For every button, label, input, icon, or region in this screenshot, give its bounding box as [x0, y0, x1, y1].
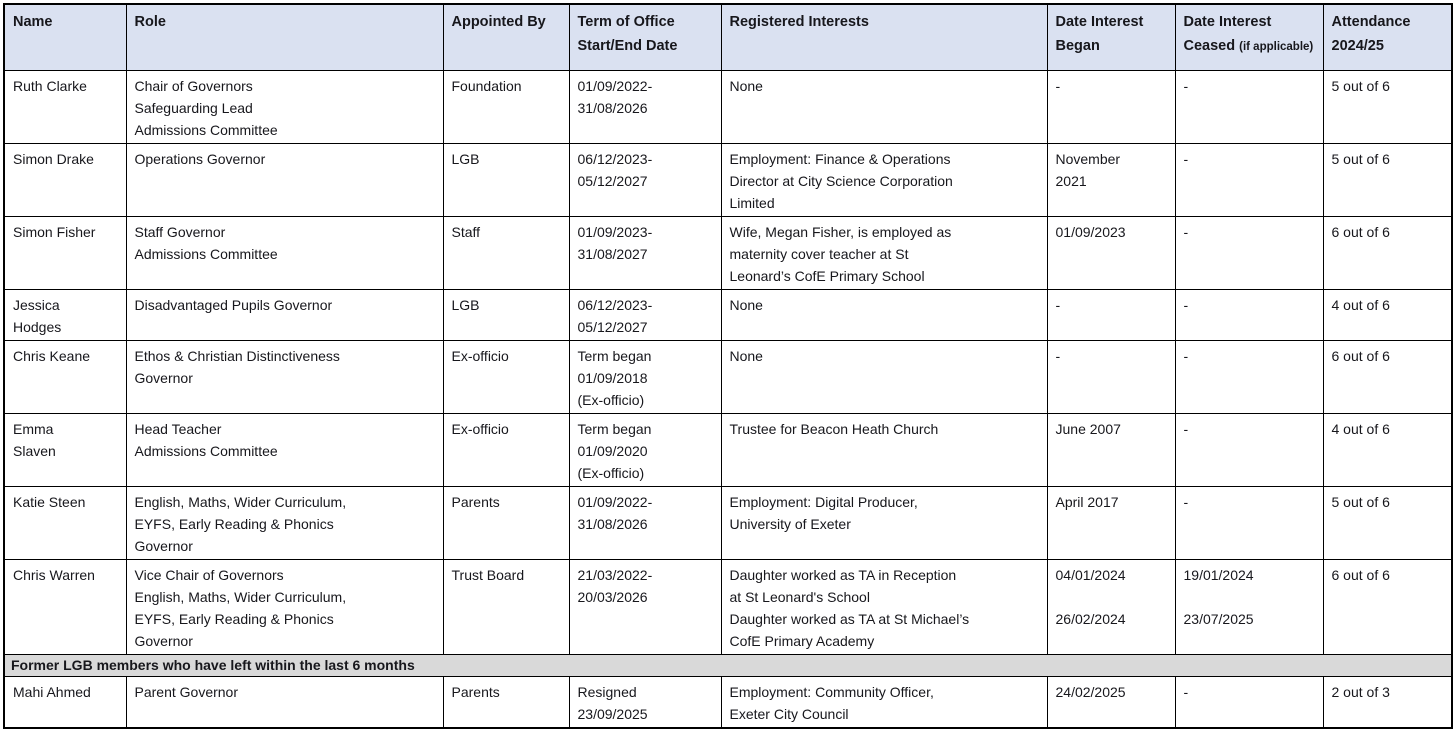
table-header: Name Role Appointed By Term of Office St… — [3, 3, 1453, 71]
cell-name: Chris Warren — [3, 559, 127, 655]
column-header-term: Term of Office Start/End Date — [568, 3, 722, 71]
table-row: Ruth Clarke Chair of Governors Safeguard… — [3, 70, 1453, 144]
column-header-role: Role — [125, 3, 444, 71]
cell-role: Parent Governor — [125, 676, 444, 729]
cell-date-ceased: - — [1174, 486, 1324, 560]
cell-role: English, Maths, Wider Curriculum, EYFS, … — [125, 486, 444, 560]
column-header-registered-interests: Registered Interests — [720, 3, 1048, 71]
cell-date-began: 01/09/2023 — [1046, 216, 1176, 290]
cell-registered-interests: None — [720, 70, 1048, 144]
column-header-appointed-by: Appointed By — [442, 3, 570, 71]
cell-role: Chair of Governors Safeguarding Lead Adm… — [125, 70, 444, 144]
cell-attendance: 5 out of 6 — [1322, 70, 1453, 144]
cell-role: Operations Governor — [125, 143, 444, 217]
cell-date-began: 24/02/2025 — [1046, 676, 1176, 729]
cell-date-began: April 2017 — [1046, 486, 1176, 560]
cell-registered-interests: Trustee for Beacon Heath Church — [720, 413, 1048, 487]
cell-date-began: - — [1046, 340, 1176, 414]
cell-role: Staff Governor Admissions Committee — [125, 216, 444, 290]
cell-attendance: 2 out of 3 — [1322, 676, 1453, 729]
cell-appointed-by: Parents — [442, 676, 570, 729]
table-body: Ruth Clarke Chair of Governors Safeguard… — [3, 70, 1453, 729]
section-header-label: Former LGB members who have left within … — [3, 654, 1453, 677]
cell-role: Disadvantaged Pupils Governor — [125, 289, 444, 341]
cell-attendance: 4 out of 6 — [1322, 413, 1453, 487]
cell-name: Ruth Clarke — [3, 70, 127, 144]
cell-term: 06/12/2023- 05/12/2027 — [568, 289, 722, 341]
column-header-attendance: Attendance 2024/25 — [1322, 3, 1453, 71]
table-row: Emma Slaven Head Teacher Admissions Comm… — [3, 413, 1453, 487]
cell-attendance: 6 out of 6 — [1322, 559, 1453, 655]
cell-term: 01/09/2023- 31/08/2027 — [568, 216, 722, 290]
column-header-name: Name — [3, 3, 127, 71]
cell-attendance: 6 out of 6 — [1322, 340, 1453, 414]
cell-registered-interests: None — [720, 340, 1048, 414]
cell-name: Jessica Hodges — [3, 289, 127, 341]
cell-name: Simon Fisher — [3, 216, 127, 290]
cell-name: Simon Drake — [3, 143, 127, 217]
table-row: Katie Steen English, Maths, Wider Curric… — [3, 486, 1453, 560]
cell-attendance: 6 out of 6 — [1322, 216, 1453, 290]
cell-appointed-by: Trust Board — [442, 559, 570, 655]
column-header-date-began: Date Interest Began — [1046, 3, 1176, 71]
section-header-row: Former LGB members who have left within … — [3, 654, 1453, 677]
cell-attendance: 4 out of 6 — [1322, 289, 1453, 341]
cell-appointed-by: Parents — [442, 486, 570, 560]
cell-registered-interests: Wife, Megan Fisher, is employed as mater… — [720, 216, 1048, 290]
header-row: Name Role Appointed By Term of Office St… — [3, 3, 1453, 71]
cell-registered-interests: None — [720, 289, 1048, 341]
cell-attendance: 5 out of 6 — [1322, 143, 1453, 217]
cell-date-ceased: - — [1174, 676, 1324, 729]
cell-name: Mahi Ahmed — [3, 676, 127, 729]
table-row: Jessica Hodges Disadvantaged Pupils Gove… — [3, 289, 1453, 341]
cell-appointed-by: Ex-officio — [442, 340, 570, 414]
cell-registered-interests: Daughter worked as TA in Reception at St… — [720, 559, 1048, 655]
cell-role: Ethos & Christian Distinctiveness Govern… — [125, 340, 444, 414]
cell-registered-interests: Employment: Community Officer, Exeter Ci… — [720, 676, 1048, 729]
table-row: Simon Drake Operations Governor LGB 06/1… — [3, 143, 1453, 217]
cell-attendance: 5 out of 6 — [1322, 486, 1453, 560]
column-header-date-ceased: Date Interest Ceased (if applicable) — [1174, 3, 1324, 71]
cell-term: Term began 01/09/2018 (Ex-officio) — [568, 340, 722, 414]
cell-date-ceased: - — [1174, 413, 1324, 487]
cell-term: Term began 01/09/2020 (Ex-officio) — [568, 413, 722, 487]
cell-name: Chris Keane — [3, 340, 127, 414]
cell-term: Resigned 23/09/2025 — [568, 676, 722, 729]
cell-date-ceased: - — [1174, 340, 1324, 414]
table-row: Simon Fisher Staff Governor Admissions C… — [3, 216, 1453, 290]
cell-date-ceased: - — [1174, 70, 1324, 144]
cell-date-began: - — [1046, 289, 1176, 341]
cell-term: 01/09/2022- 31/08/2026 — [568, 486, 722, 560]
cell-date-ceased: 19/01/2024 23/07/2025 — [1174, 559, 1324, 655]
cell-date-ceased: - — [1174, 289, 1324, 341]
cell-date-began: November 2021 — [1046, 143, 1176, 217]
column-header-date-ceased-note: (if applicable) — [1239, 41, 1314, 53]
cell-appointed-by: Ex-officio — [442, 413, 570, 487]
cell-appointed-by: LGB — [442, 289, 570, 341]
cell-term: 21/03/2022- 20/03/2026 — [568, 559, 722, 655]
cell-term: 06/12/2023- 05/12/2027 — [568, 143, 722, 217]
cell-appointed-by: Foundation — [442, 70, 570, 144]
table-row: Chris Warren Vice Chair of Governors Eng… — [3, 559, 1453, 655]
cell-name: Emma Slaven — [3, 413, 127, 487]
cell-date-began: June 2007 — [1046, 413, 1176, 487]
cell-appointed-by: LGB — [442, 143, 570, 217]
cell-name: Katie Steen — [3, 486, 127, 560]
column-header-date-ceased-label: Date Interest Ceased — [1183, 14, 1272, 54]
table-row: Chris Keane Ethos & Christian Distinctiv… — [3, 340, 1453, 414]
cell-role: Vice Chair of Governors English, Maths, … — [125, 559, 444, 655]
cell-date-ceased: - — [1174, 143, 1324, 217]
cell-date-began: 04/01/2024 26/02/2024 — [1046, 559, 1176, 655]
cell-date-began: - — [1046, 70, 1176, 144]
governors-table: Name Role Appointed By Term of Office St… — [3, 3, 1453, 729]
cell-registered-interests: Employment: Digital Producer, University… — [720, 486, 1048, 560]
cell-role: Head Teacher Admissions Committee — [125, 413, 444, 487]
cell-term: 01/09/2022- 31/08/2026 — [568, 70, 722, 144]
cell-registered-interests: Employment: Finance & Operations Directo… — [720, 143, 1048, 217]
cell-date-ceased: - — [1174, 216, 1324, 290]
table-row: Mahi Ahmed Parent Governor Parents Resig… — [3, 676, 1453, 729]
cell-appointed-by: Staff — [442, 216, 570, 290]
